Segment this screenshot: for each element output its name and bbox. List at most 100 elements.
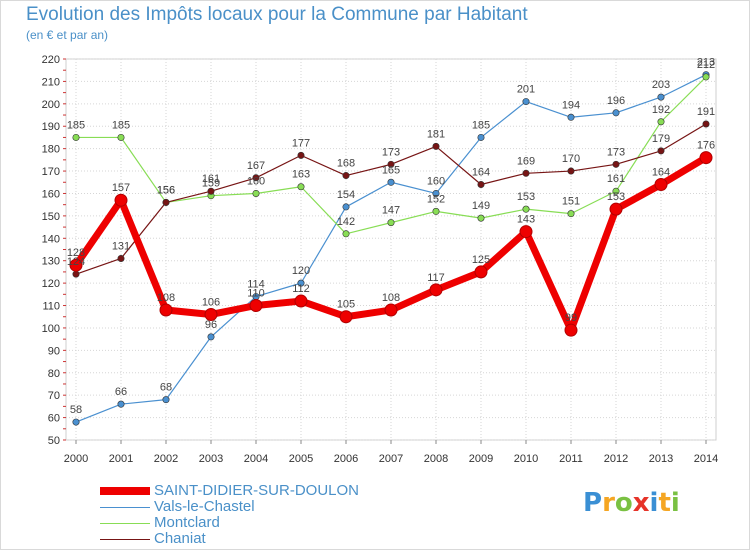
data-point (519, 225, 533, 239)
data-label: 168 (337, 158, 355, 170)
data-point (252, 174, 260, 182)
data-label: 66 (115, 386, 127, 398)
data-point (204, 307, 218, 321)
data-label: 152 (427, 193, 445, 205)
data-point (342, 172, 350, 180)
data-point (522, 169, 530, 177)
legend-swatch (100, 523, 150, 524)
data-point (117, 400, 125, 408)
y-tick-label: 190 (42, 121, 60, 133)
legend-label: Montclard (154, 514, 220, 531)
data-point (432, 189, 440, 197)
data-label: 143 (517, 214, 535, 226)
data-point (702, 73, 710, 81)
data-point (72, 418, 80, 426)
data-label: 68 (160, 382, 172, 394)
data-point (162, 198, 170, 206)
data-label: 96 (205, 319, 217, 331)
data-label: 201 (517, 84, 535, 96)
proxiti-logo: Proxiti (583, 488, 680, 518)
data-point (612, 187, 620, 195)
data-label: 159 (202, 178, 220, 190)
x-tick-label: 2010 (514, 453, 538, 465)
data-point (114, 193, 128, 207)
data-label: 58 (70, 404, 82, 416)
data-point (297, 183, 305, 191)
data-label: 170 (562, 153, 580, 165)
y-tick-label: 60 (48, 413, 60, 425)
data-point (297, 151, 305, 159)
y-tick-label: 130 (42, 256, 60, 268)
series-saint-didier-sur-doulon (69, 151, 713, 337)
x-tick-label: 2002 (154, 453, 178, 465)
data-point (654, 178, 668, 192)
y-tick-label: 180 (42, 144, 60, 156)
data-label: 164 (652, 167, 670, 179)
y-tick-label: 50 (48, 435, 60, 447)
data-label: 191 (697, 106, 715, 118)
data-point (342, 203, 350, 211)
data-label: 142 (337, 216, 355, 228)
data-label: 192 (652, 104, 670, 116)
logo-letter: r (602, 488, 615, 518)
data-label: 99 (565, 312, 577, 324)
legend-swatch (100, 487, 150, 495)
data-point (522, 205, 530, 213)
y-tick-label: 160 (42, 188, 60, 200)
x-tick-label: 2011 (559, 453, 583, 465)
data-label: 110 (247, 288, 265, 300)
series-chaniat (72, 120, 710, 278)
legend-label: SAINT-DIDIER-SUR-DOULON (154, 482, 360, 499)
data-label: 160 (247, 175, 265, 187)
logo-letter: i (649, 488, 659, 518)
data-point (474, 265, 488, 279)
data-label: 181 (427, 128, 445, 140)
y-tick-label: 210 (42, 76, 60, 88)
data-point (207, 333, 215, 341)
data-label: 153 (607, 191, 625, 203)
data-label: 185 (112, 119, 130, 131)
y-tick-label: 200 (42, 99, 60, 111)
x-tick-label: 2012 (604, 453, 628, 465)
data-point (297, 279, 305, 287)
legend-label: Chaniat (154, 530, 206, 547)
data-label: 160 (427, 175, 445, 187)
data-point (429, 283, 443, 297)
data-point (72, 270, 80, 278)
x-tick-label: 2009 (469, 453, 493, 465)
data-label: 169 (517, 155, 535, 167)
data-point (522, 98, 530, 106)
x-tick-label: 2001 (109, 453, 133, 465)
chart-title: Evolution des Impôts locaux pour la Comm… (26, 4, 528, 25)
data-label: 203 (652, 79, 670, 91)
data-label: 128 (67, 247, 85, 259)
data-label: 156 (157, 184, 175, 196)
legend-swatch (100, 539, 150, 540)
data-point (294, 294, 308, 308)
data-point (117, 254, 125, 262)
x-tick-label: 2007 (379, 453, 403, 465)
data-point (432, 142, 440, 150)
data-label: 156 (157, 184, 175, 196)
data-label: 124 (67, 256, 85, 268)
data-label: 117 (427, 272, 445, 284)
data-label: 213 (697, 57, 715, 69)
data-label: 108 (157, 292, 175, 304)
data-point (567, 210, 575, 218)
data-label: 105 (337, 299, 355, 311)
data-label: 165 (382, 164, 400, 176)
data-point (342, 230, 350, 238)
data-point (69, 258, 83, 272)
x-tick-label: 2014 (694, 453, 718, 465)
data-label: 161 (607, 173, 625, 185)
x-tick-label: 2000 (64, 453, 88, 465)
data-point (432, 207, 440, 215)
data-point (612, 160, 620, 168)
data-point (387, 178, 395, 186)
legend-label: Vals-le-Chastel (154, 498, 255, 515)
x-tick-label: 2008 (424, 453, 448, 465)
logo-letter: i (670, 488, 680, 518)
data-label: 167 (247, 160, 265, 172)
y-tick-label: 220 (42, 54, 60, 66)
logo-letter: P (583, 488, 603, 518)
